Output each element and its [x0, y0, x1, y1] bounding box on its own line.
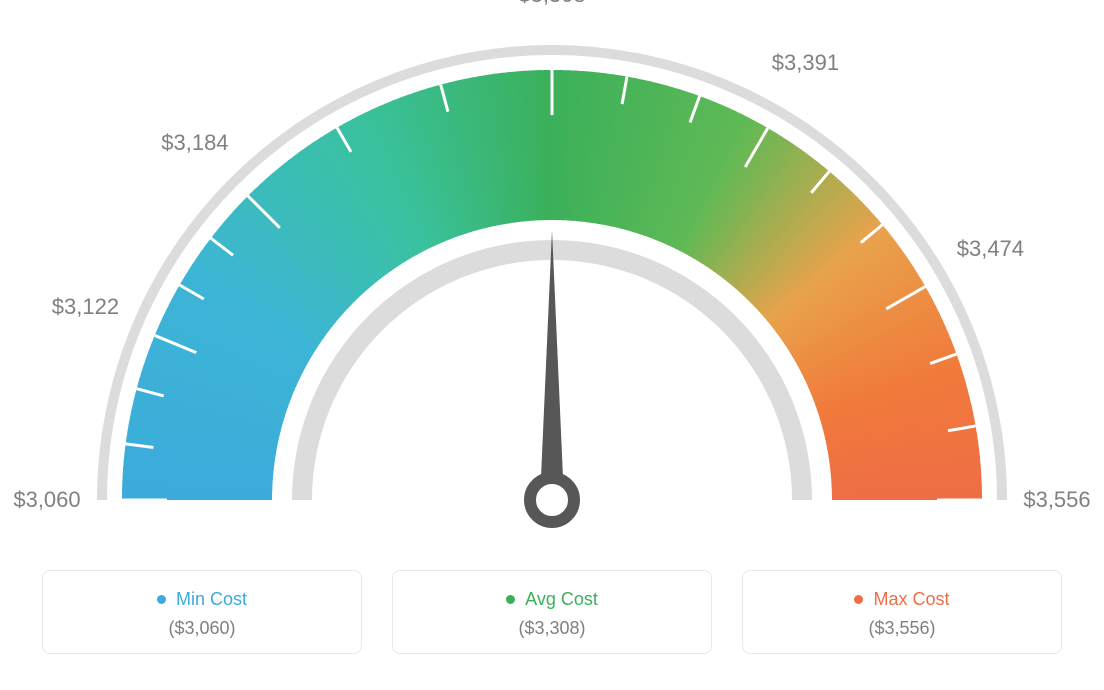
legend-title-avg: Avg Cost	[506, 589, 598, 610]
gauge-needle	[540, 230, 564, 500]
legend-row: Min Cost ($3,060) Avg Cost ($3,308) Max …	[0, 570, 1104, 654]
legend-card-avg: Avg Cost ($3,308)	[392, 570, 712, 654]
gauge-tick-label: $3,391	[772, 50, 839, 76]
gauge-needle-base	[530, 478, 574, 522]
legend-dot-max	[854, 595, 863, 604]
gauge-tick-label: $3,308	[518, 0, 585, 8]
legend-title-min: Min Cost	[157, 589, 247, 610]
legend-dot-min	[157, 595, 166, 604]
gauge-tick-label: $3,474	[957, 236, 1024, 262]
legend-title-max-text: Max Cost	[873, 589, 949, 610]
legend-title-avg-text: Avg Cost	[525, 589, 598, 610]
gauge-chart: $3,060 $3,122 $3,184 $3,308 $3,391 $3,474 $3,5…	[0, 0, 1104, 560]
legend-title-min-text: Min Cost	[176, 589, 247, 610]
legend-dot-avg	[506, 595, 515, 604]
gauge-tick-label: $3,060	[13, 487, 80, 513]
legend-title-max: Max Cost	[854, 589, 949, 610]
gauge-tick-label: $3,122	[52, 294, 119, 320]
gauge-svg	[0, 0, 1104, 560]
legend-value-min: ($3,060)	[168, 618, 235, 639]
gauge-tick-label: $3,556	[1023, 487, 1090, 513]
legend-card-min: Min Cost ($3,060)	[42, 570, 362, 654]
legend-value-avg: ($3,308)	[518, 618, 585, 639]
legend-value-max: ($3,556)	[868, 618, 935, 639]
legend-card-max: Max Cost ($3,556)	[742, 570, 1062, 654]
gauge-tick-label: $3,184	[161, 130, 228, 156]
